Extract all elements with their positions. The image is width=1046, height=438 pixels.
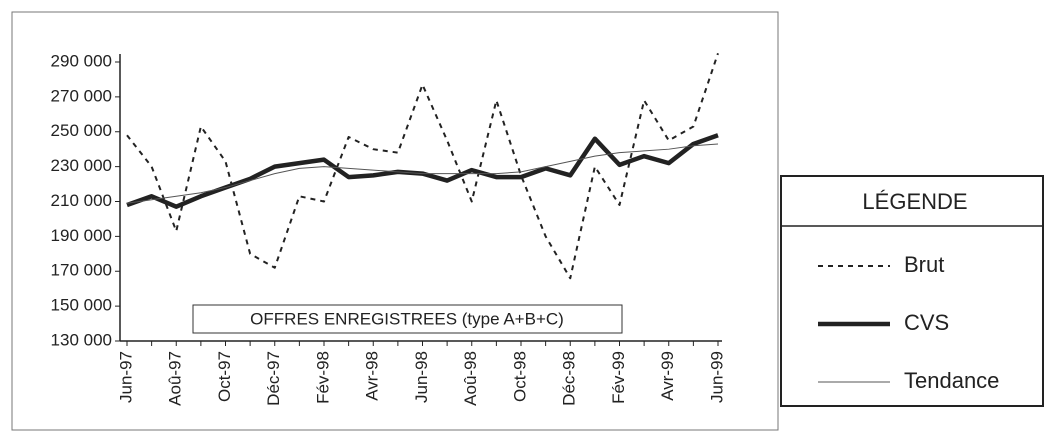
series-line — [126, 143, 719, 204]
annotation-box — [192, 304, 623, 334]
annotation: OFFRES ENREGISTREES (type A+B+C) — [250, 309, 564, 328]
y-tick-label: 250 000 — [51, 121, 112, 140]
legend-label: Brut — [904, 252, 944, 277]
x-tick-label: Avr-99 — [658, 351, 677, 401]
x-tick-label: Fév-98 — [313, 351, 332, 404]
legend-box — [780, 175, 1044, 407]
y-tick-label: 210 000 — [51, 191, 112, 210]
series-line — [126, 52, 719, 280]
chart-frame — [11, 11, 779, 431]
y-tick-label: 230 000 — [51, 156, 112, 175]
y-tick-label: 190 000 — [51, 226, 112, 245]
x-tick-label: Oct-97 — [215, 351, 234, 402]
x-tick-label: Jun-97 — [116, 351, 135, 403]
y-tick-label: 170 000 — [51, 261, 112, 280]
legend-title: LÉGENDE — [862, 189, 967, 214]
x-tick-label: Déc-97 — [264, 351, 283, 406]
legend-label: CVS — [904, 310, 949, 335]
x-tick-label: Fév-99 — [609, 351, 628, 404]
y-tick-label: 270 000 — [51, 86, 112, 105]
x-tick-label: Oct-98 — [510, 351, 529, 402]
x-tick-label: Aoû-97 — [166, 351, 185, 406]
y-tick-label: 290 000 — [51, 51, 112, 70]
y-tick-label: 150 000 — [51, 296, 112, 315]
legend-label: Tendance — [904, 368, 999, 393]
x-tick-label: Jun-98 — [412, 351, 431, 403]
y-tick-label: 130 000 — [51, 330, 112, 349]
x-tick-label: Jun-99 — [707, 351, 726, 403]
x-tick-label: Avr-98 — [363, 351, 382, 401]
x-tick-label: Déc-98 — [560, 351, 579, 406]
x-tick-label: Aoû-98 — [461, 351, 480, 406]
